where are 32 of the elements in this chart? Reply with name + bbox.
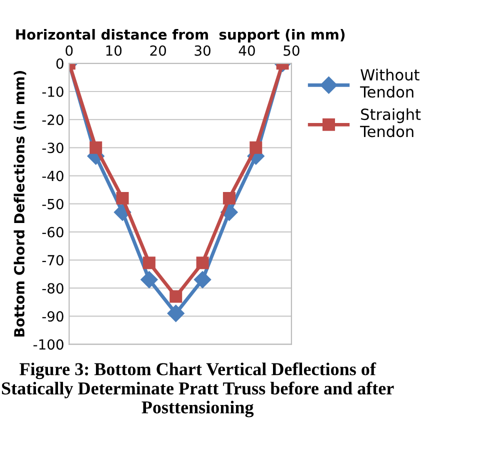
- caption: Figure 3: Bottom Chart Vertical Deflections of Statically Determinate Pratt Truss before and after Posttensioning: [2, 362, 394, 418]
- y-tick-label: 0: [56, 58, 64, 69]
- y-tick-label: -80: [42, 283, 64, 294]
- y-tick-label: -50: [42, 198, 64, 210]
- point: [222, 192, 236, 204]
- point: [167, 304, 184, 322]
- y-tick-label: -70: [42, 254, 64, 266]
- x-tick-label: 40: [238, 45, 255, 56]
- x-axis-title: Horizontal distance from support (in mm): [16, 29, 345, 42]
- y-tick-label: -100: [33, 339, 64, 350]
- point: [142, 256, 156, 270]
- y-axis-title: Bottom Chord Deflections (in mm): [14, 71, 26, 337]
- y-tick-label: -10: [42, 86, 64, 97]
- y-tick-label: -60: [42, 226, 64, 238]
- y-tick-label: -40: [42, 170, 64, 182]
- point: [116, 192, 129, 204]
- point: [196, 256, 209, 270]
- y-tick-label: -90: [42, 311, 64, 322]
- x-tick-label: 0: [66, 45, 73, 56]
- y-tick-label: -20: [42, 114, 64, 126]
- legend-label: Without Tendon: [360, 68, 420, 98]
- x-tick-label: 50: [284, 45, 300, 56]
- point: [90, 141, 102, 154]
- y-tick-label: -30: [42, 142, 64, 154]
- point: [194, 271, 212, 288]
- point: [170, 290, 182, 303]
- x-tick-label: 30: [194, 45, 210, 56]
- point: [140, 271, 158, 288]
- point: [250, 141, 262, 154]
- x-tick-label: 20: [150, 45, 166, 56]
- x-tick-label: 10: [106, 45, 122, 56]
- legend-label: Straight Tendon: [360, 108, 421, 138]
